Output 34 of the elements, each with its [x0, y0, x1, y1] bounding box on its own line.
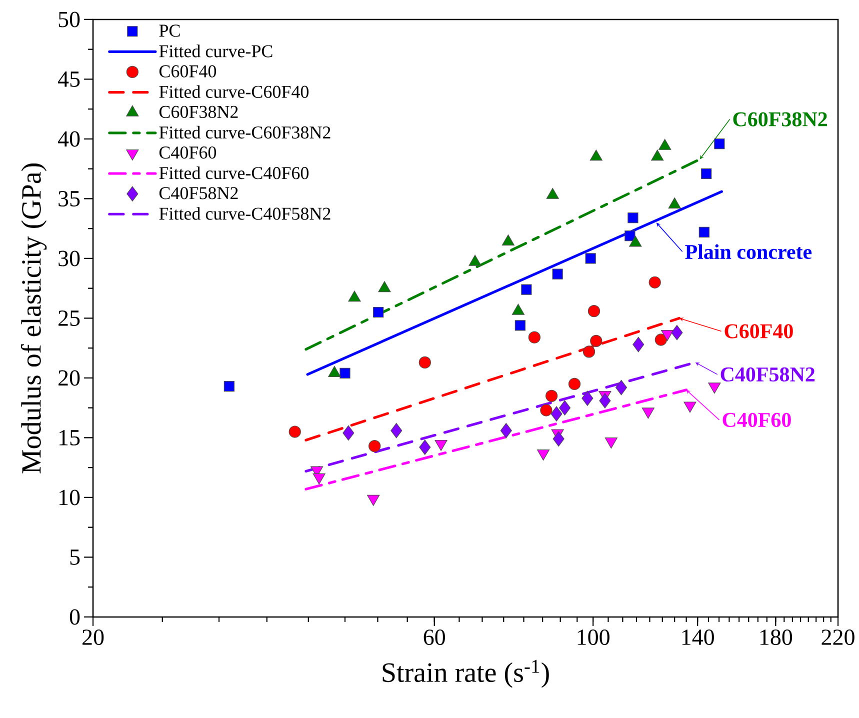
x-axis-title: Strain rate (s$^{-1}$): [382, 660, 549, 688]
y-tick-label: 10: [60, 490, 80, 506]
y-tick-label: 0: [70, 609, 80, 625]
legend-label: Fitted curve-C60F40: [159, 85, 309, 98]
y-tick-label: 35: [58, 191, 80, 206]
annotation: C60F38N2: [733, 112, 827, 126]
y-tick-label: 25: [58, 310, 80, 326]
y-tick-label: 45: [58, 72, 80, 87]
annotation: C60F40: [724, 324, 793, 338]
legend-label: Fitted curve-C40F60: [159, 166, 309, 180]
legend-label: C40F58N2: [159, 187, 238, 200]
legend-label: C60F40: [159, 65, 216, 78]
y-tick-label: 50: [58, 12, 80, 28]
y-tick-label: 20: [58, 370, 80, 386]
annotation: Plain concrete: [685, 244, 812, 260]
legend-label: Fitted curve-C60F38N2: [159, 126, 330, 139]
x-tick-label: 20: [82, 630, 104, 646]
y-axis-title: Modulus of elasticity (GPa): [20, 164, 47, 474]
x-tick-label: 60: [424, 630, 445, 646]
annotation: C40F58N2: [720, 367, 815, 382]
legend-label: C60F38N2: [159, 106, 238, 118]
legend-label: Fitted curve-C40F58N2: [159, 207, 330, 220]
y-tick-label: 15: [60, 430, 80, 446]
x-tick-label: 140: [682, 630, 714, 646]
legend-label: PC: [159, 24, 180, 37]
x-tick-label: 100: [578, 630, 610, 646]
x-tick-label: 180: [760, 630, 792, 646]
legend-label: C40F60: [159, 146, 216, 159]
y-tick-label: 5: [70, 550, 80, 565]
x-tick-label: 220: [822, 630, 854, 646]
y-tick-label: 40: [58, 131, 80, 147]
y-tick-label: 30: [58, 250, 80, 266]
legend-label: Fitted curve-PC: [159, 44, 272, 58]
annotation: C40F60: [722, 412, 791, 428]
